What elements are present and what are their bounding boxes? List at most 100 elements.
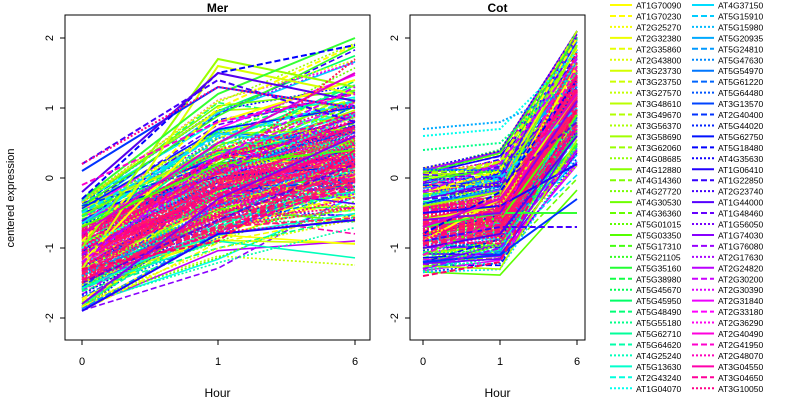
series-line [422,40,578,179]
y-tick-label: 1 [389,105,401,111]
series-line [81,59,356,204]
series-line [81,163,356,284]
legend-label: AT4G36360 [636,209,681,219]
legend-label: AT3G13570 [718,99,763,109]
legend-label: AT4G08685 [636,154,681,164]
series-line [422,79,578,242]
legend-label: AT5G03350 [636,230,681,240]
chart-title: Mer [207,1,229,15]
legend-label: AT2G43240 [636,373,681,383]
legend-label: AT3G23730 [636,66,681,76]
legend-label: AT5G62710 [636,329,681,339]
legend-label: AT3G49670 [636,110,681,120]
series-lines [81,37,356,312]
series-line [81,177,356,273]
series-line [422,72,578,226]
series-line [81,191,356,265]
legend-label: AT3G58690 [636,132,681,142]
legend-label: AT3G04650 [718,373,763,383]
series-line [81,169,356,238]
series-line [422,89,578,236]
series-line [81,64,356,270]
legend-label: AT2G41950 [718,340,763,350]
series-line [422,119,578,247]
series-line [422,226,577,242]
x-tick-label: 0 [420,356,426,368]
series-line [422,81,578,209]
series-line [422,107,578,277]
legend-label: AT4G30530 [636,198,681,208]
series-line [81,58,356,284]
legend-label: AT4G27720 [636,187,681,197]
legend-label: AT2G17630 [718,252,763,262]
legend-label: AT2G23740 [718,187,763,197]
series-line [422,54,578,225]
series-line [81,93,356,186]
series-line [422,65,578,256]
series-line [81,100,356,214]
series-line [81,93,356,203]
series-line [422,113,578,188]
series-line [422,30,578,169]
series-line [81,154,356,264]
legend-label: AT2G33180 [718,307,763,317]
legend-label: AT3G04550 [718,362,763,372]
legend-label: AT2G24820 [718,263,763,273]
legend-label: AT3G23750 [636,77,681,87]
series-line [81,216,356,292]
x-tick-label: 6 [352,356,358,368]
legend-label: AT5G01015 [636,220,681,230]
series-line [81,149,356,228]
series-line [422,121,578,200]
series-line [81,150,356,263]
legend-label: AT5G54970 [718,66,763,76]
series-line [81,71,356,193]
series-line [81,178,356,305]
y-tick-label: 0 [389,175,401,181]
legend-label: AT5G18480 [718,143,763,153]
series-line [422,126,578,245]
legend-label: AT5G44020 [718,121,763,131]
series-line [81,135,356,305]
legend-label: AT2G48070 [718,351,763,361]
legend-label: AT1G48460 [718,209,763,219]
legend-label: AT4G35630 [718,154,763,164]
series-line [422,164,578,270]
legend-label: AT2G36290 [718,318,763,328]
series-line [81,44,356,242]
series-line [422,37,578,193]
series-line [81,240,356,309]
series-line [422,198,578,263]
legend-label: AT4G25240 [636,351,681,361]
series-line [81,46,356,207]
legend-label: AT1G70090 [636,1,681,11]
panel-cot: Cot 0 1 6 Hour -2 -1 0 1 2 [389,1,586,400]
series-line [81,114,356,249]
legend-label: AT1G70230 [636,11,681,21]
legend-label: AT5G64480 [718,88,763,98]
series-line [81,127,356,238]
series-line [81,106,356,210]
series-line [81,158,356,256]
series-line [81,144,356,241]
series-line [422,72,578,151]
legend-label: AT5G15910 [718,11,763,21]
legend-label: AT2G31840 [718,296,763,306]
legend-label: AT2G30390 [718,285,763,295]
x-tick-label: 0 [79,356,85,368]
legend-label: AT5G64620 [636,340,681,350]
legend-label: AT5G21105 [636,252,681,262]
y-tick-label: -1 [389,243,401,253]
legend-label: AT4G12880 [636,165,681,175]
series-line [81,86,356,263]
series-line [81,142,356,208]
y-tick-label: -2 [44,313,56,323]
series-line [422,149,578,270]
x-tick-label: 1 [497,356,503,368]
legend-label: AT5G47630 [718,55,763,65]
legend-label: AT1G76080 [718,241,763,251]
legend-label: AT4G37150 [718,1,763,11]
series-line [422,58,578,193]
legend-label: AT5G55180 [636,318,681,328]
legend-label: AT1G74030 [718,230,763,240]
